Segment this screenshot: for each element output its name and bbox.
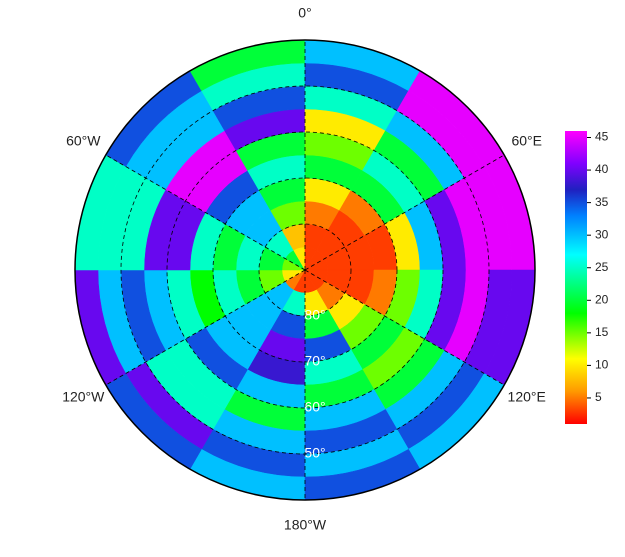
lon-label: 0° [298,5,311,21]
lat-label: 70° [304,353,325,369]
colorbar-label: 40 [595,162,609,176]
lon-label: 60°W [66,133,101,149]
lat-label: 50° [304,445,325,461]
map-border [74,39,536,501]
lon-label: 60°E [511,133,542,149]
lat-label: 60° [304,399,325,415]
lon-label: 120°W [62,389,105,405]
colorbar-label: 35 [595,195,609,209]
meridian [304,269,505,386]
parallel [166,131,444,409]
lat-label: 80° [304,307,325,323]
colorbar-label: 45 [595,130,609,144]
colorbar-label: 20 [595,292,609,306]
meridian [105,154,306,271]
colorbar-label: 30 [595,227,609,241]
colorbar [565,131,587,424]
colorbar-label: 25 [595,260,609,274]
colorbar-label: 15 [595,325,609,339]
colorbar-label: 5 [595,390,602,404]
lon-label: 180°W [284,517,327,533]
parallel [212,177,398,363]
meridian [105,269,306,386]
lon-label: 120°E [508,389,546,405]
meridian [304,154,505,271]
colorbar-label: 10 [595,358,609,372]
